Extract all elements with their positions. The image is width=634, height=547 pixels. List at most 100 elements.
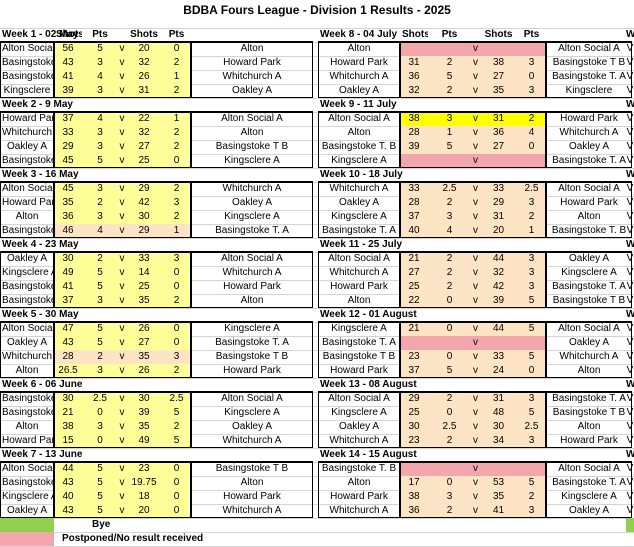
home-team-box: [0, 42, 54, 98]
home-team: Basingstoke T B: [2, 295, 54, 306]
away-shots: 32: [126, 56, 162, 70]
away-team: Whitchurch A: [559, 127, 619, 138]
home-shots: 37: [400, 364, 428, 378]
away-shots: 32: [126, 126, 162, 140]
home-points: 3: [82, 420, 118, 434]
away-points: 1: [162, 224, 191, 238]
versus-label: v: [471, 294, 480, 308]
home-points: 3: [82, 294, 118, 308]
away-points: 2: [517, 490, 546, 504]
scores-box: [54, 252, 191, 308]
away-points: 1: [162, 112, 191, 126]
week-divider: [318, 391, 632, 392]
home-shots: 47: [54, 322, 82, 336]
home-team-box: [318, 42, 400, 98]
away-team: Howard Park: [560, 435, 618, 446]
away-shots: 30: [126, 210, 162, 224]
away-shots: 33: [480, 182, 517, 196]
versus-label: v: [471, 462, 480, 476]
away-team: Alton: [240, 43, 264, 54]
home-points: 2: [428, 504, 471, 518]
away-team: Alton Social A: [221, 393, 283, 404]
away-shots: 19.75: [126, 476, 162, 490]
gridline: [0, 252, 634, 253]
home-team: Whitchurch A: [329, 435, 389, 446]
away-team-box: [546, 112, 632, 168]
versus-label: v: [471, 140, 480, 154]
away-points: 3: [162, 252, 191, 266]
versus-label: v: [471, 196, 480, 210]
away-team: Alton: [577, 365, 601, 376]
home-shots: 33: [400, 182, 428, 196]
gridline: [0, 462, 634, 463]
home-team: Basingstoke T B: [2, 407, 54, 418]
away-team: Alton Social A: [558, 463, 620, 474]
home-shots: 21: [54, 406, 82, 420]
next-column-v-mark: V: [626, 155, 634, 166]
gridline: [0, 294, 634, 295]
home-shots: 43: [54, 336, 82, 350]
away-shots: 29: [480, 196, 517, 210]
home-points: 2: [428, 252, 471, 266]
scores-box: [54, 42, 191, 98]
gridline: [0, 448, 634, 449]
home-shots: 38: [54, 420, 82, 434]
home-points: 2: [428, 434, 471, 448]
week-divider: [318, 181, 632, 182]
gridline: [0, 28, 634, 29]
away-team: Kingsclere: [565, 85, 613, 96]
week-header: Week 1 - 02 May: [2, 29, 79, 40]
gridline: [0, 504, 634, 505]
home-team: Basingstoke T. A: [322, 337, 396, 348]
home-team: Basingstoke T B: [2, 57, 54, 68]
home-shots: 39: [400, 140, 428, 154]
home-team: Basingstoke T. A: [2, 281, 54, 292]
home-points: 0: [82, 406, 118, 420]
next-column-v-mark: V: [626, 127, 634, 138]
away-shots: 29: [126, 224, 162, 238]
versus-label: v: [471, 476, 480, 490]
home-shots: 29: [400, 392, 428, 406]
home-shots: 36: [400, 504, 428, 518]
home-points: 0: [428, 406, 471, 420]
away-points: 3: [517, 434, 546, 448]
away-team-box: [546, 462, 632, 518]
away-shots: 34: [480, 434, 517, 448]
home-points: 2: [428, 392, 471, 406]
away-shots: 35: [126, 294, 162, 308]
home-team: Oakley A: [338, 421, 380, 432]
week-divider: [318, 111, 632, 112]
away-points: 0: [162, 42, 191, 56]
week-divider: [0, 321, 313, 322]
next-column-v-mark: V: [626, 85, 634, 96]
away-team-box: [191, 322, 313, 378]
week-divider: [0, 181, 313, 182]
away-team: Basingstoke T B: [552, 407, 626, 418]
home-points: [428, 154, 471, 168]
away-shots: 49: [126, 434, 162, 448]
week-divider: [0, 391, 313, 392]
away-points: 0: [162, 336, 191, 350]
away-points: 4: [517, 126, 546, 140]
home-points: 2.5: [428, 420, 471, 434]
away-points: 2.5: [162, 392, 191, 406]
home-shots: 30: [54, 392, 82, 406]
away-points: 2.5: [517, 420, 546, 434]
next-column-v-mark: V: [626, 323, 634, 334]
next-column-v-mark: V: [626, 141, 634, 152]
home-team: Alton Social A: [328, 393, 390, 404]
home-points: 4: [82, 112, 118, 126]
versus-label: v: [471, 392, 480, 406]
away-points: 0: [517, 364, 546, 378]
away-points: 2: [162, 294, 191, 308]
next-column-v-mark: V: [626, 393, 634, 404]
away-shots: [480, 462, 517, 476]
home-team: Oakley A: [338, 85, 380, 96]
away-team: Alton Social A: [221, 253, 283, 264]
home-points: 3: [82, 182, 118, 196]
away-team: Basingstoke T. A: [552, 281, 626, 292]
next-column-v-mark: V: [626, 505, 634, 516]
away-team-box: [546, 322, 632, 378]
home-shots: 38: [400, 490, 428, 504]
home-team: Howard Park: [330, 491, 388, 502]
